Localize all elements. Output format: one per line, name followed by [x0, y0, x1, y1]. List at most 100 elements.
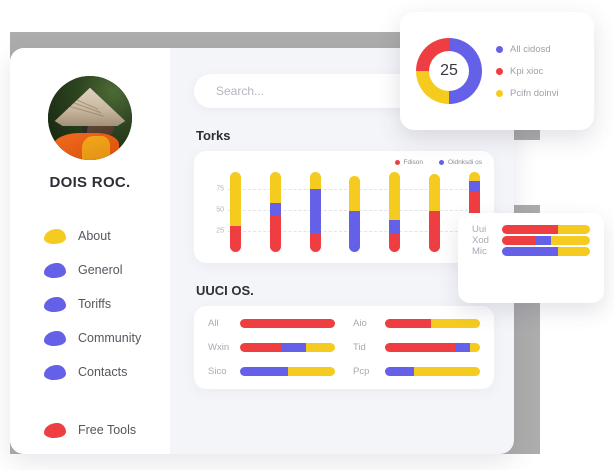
sidebar-nav: About Generol Toriffs Community Contacts — [10, 219, 170, 447]
progress-row[interactable]: Pcp — [353, 366, 480, 377]
bar-segment — [349, 175, 361, 211]
backdrop-white-bottom — [0, 454, 614, 470]
blob-icon — [44, 228, 66, 244]
bar-column[interactable] — [349, 175, 361, 252]
progress-bar — [385, 319, 480, 328]
bar-segment — [429, 173, 441, 211]
bar-segment — [269, 172, 281, 204]
sidebar-item-label: Toriffs — [78, 297, 112, 311]
y-axis-tick-label: 25 — [216, 227, 224, 235]
progress-segment — [502, 225, 559, 234]
progress-segment — [469, 343, 480, 352]
legend-item-oidnksdi: Oidnksdi os — [439, 159, 482, 166]
progress-row-label: Aio — [353, 318, 367, 329]
progress-row[interactable]: Tid — [353, 342, 480, 353]
progress-segment — [413, 367, 480, 376]
progress-segment — [385, 319, 431, 328]
bar-column[interactable] — [269, 172, 281, 252]
progress-segment — [240, 343, 282, 352]
section-title-torks: Torks — [196, 128, 231, 143]
sidebar-item-generol[interactable]: Generol — [44, 253, 170, 287]
progress-segment — [430, 319, 480, 328]
progress-bar — [240, 367, 335, 376]
blob-icon — [44, 330, 66, 346]
progress-segment — [455, 343, 470, 352]
legend-dot-icon — [394, 160, 400, 165]
bar-segment — [389, 172, 401, 221]
bar-segment — [429, 210, 441, 252]
donut-chart: 25 — [416, 38, 482, 104]
sidebar-item-free-tools[interactable]: Free Tools — [44, 413, 170, 447]
bar-chart-legend: Fdison Oidnksdi os — [204, 159, 482, 166]
y-axis-tick-label: 50 — [216, 206, 224, 214]
bar-segment — [309, 189, 321, 233]
donut-center-value: 25 — [429, 51, 469, 91]
progress-row-label: Sico — [208, 366, 227, 377]
progress-segment — [288, 367, 335, 376]
progress-bar — [240, 319, 335, 328]
legend-label: Fdison — [403, 159, 424, 166]
bar-segment — [269, 215, 281, 252]
progress-row[interactable]: Sico — [208, 366, 335, 377]
legend-item-all-cidosd: All cidosd — [496, 44, 559, 55]
bar-column[interactable] — [309, 172, 321, 252]
uuci-progress-card: All Aio Wxin Tid Sico Pcp — [194, 306, 494, 389]
progress-segment — [551, 236, 590, 245]
progress-row-label: Wxin — [208, 342, 230, 353]
sidebar-item-label: About — [78, 229, 111, 243]
progress-row[interactable]: All — [208, 318, 335, 329]
legend-label: Pcifn doinvi — [510, 87, 559, 99]
progress-row[interactable]: Wxin — [208, 342, 335, 353]
legend-dot-icon — [496, 67, 503, 75]
bar-series-container — [230, 168, 480, 252]
bar-column[interactable] — [429, 173, 441, 252]
backdrop-white-right-2 — [505, 140, 614, 205]
progress-row-label: Mic — [472, 246, 487, 257]
progress-bar — [502, 247, 590, 256]
progress-segment — [281, 343, 307, 352]
section-title-uuci: UUCI OS. — [196, 283, 254, 298]
legend-label: Kpi xioc — [510, 65, 544, 77]
progress-segment — [306, 343, 335, 352]
sidebar-item-label: Generol — [78, 263, 123, 277]
progress-bar — [385, 343, 480, 352]
progress-bar — [385, 367, 480, 376]
progress-row[interactable]: Aio — [353, 318, 480, 329]
sidebar-item-community[interactable]: Community — [44, 321, 170, 355]
progress-segment — [385, 343, 456, 352]
bar-chart-plot: 25 50 75 — [204, 168, 482, 252]
sidebar-item-toriffs[interactable]: Toriffs — [44, 287, 170, 321]
progress-row[interactable]: Uui — [472, 224, 590, 235]
donut-summary-card: 25 All cidosd Kpi xioc Pcifn doinvi — [400, 12, 594, 130]
bar-segment — [230, 172, 241, 226]
bar-column[interactable] — [230, 172, 241, 252]
progress-segment — [240, 367, 289, 376]
progress-segment — [502, 236, 535, 245]
bar-column[interactable] — [389, 172, 401, 252]
bar-segment — [269, 203, 281, 216]
progress-bar — [502, 236, 590, 245]
sidebar-item-about[interactable]: About — [44, 219, 170, 253]
backdrop-white-top-left — [0, 0, 385, 32]
progress-segment — [558, 247, 590, 256]
side-rows-container: Uui Xod Mic — [472, 224, 590, 257]
progress-segment — [240, 319, 335, 328]
progress-row[interactable]: Xod — [472, 235, 590, 246]
sidebar: DOIS ROC. About Generol Toriffs Communit… — [10, 48, 170, 454]
sidebar-item-contacts[interactable]: Contacts — [44, 355, 170, 389]
progress-row-label: Tid — [353, 342, 366, 353]
sidebar-item-label: Free Tools — [78, 423, 137, 437]
legend-item-pcifn-doinvi: Pcifn doinvi — [496, 88, 559, 99]
backdrop-white-top-right — [385, 0, 614, 12]
blob-icon — [44, 262, 66, 278]
bar-segment — [309, 232, 321, 252]
progress-row-label: Xod — [472, 235, 489, 246]
progress-row[interactable]: Mic — [472, 246, 590, 257]
progress-segment — [534, 236, 552, 245]
legend-dot-icon — [439, 160, 445, 165]
legend-item-kpi-xioc: Kpi xioc — [496, 66, 559, 77]
bar-chart-card: Fdison Oidnksdi os 25 50 75 — [194, 151, 494, 263]
bar-segment — [468, 172, 480, 182]
progress-row-label: Uui — [472, 224, 487, 235]
legend-label: All cidosd — [510, 43, 551, 55]
